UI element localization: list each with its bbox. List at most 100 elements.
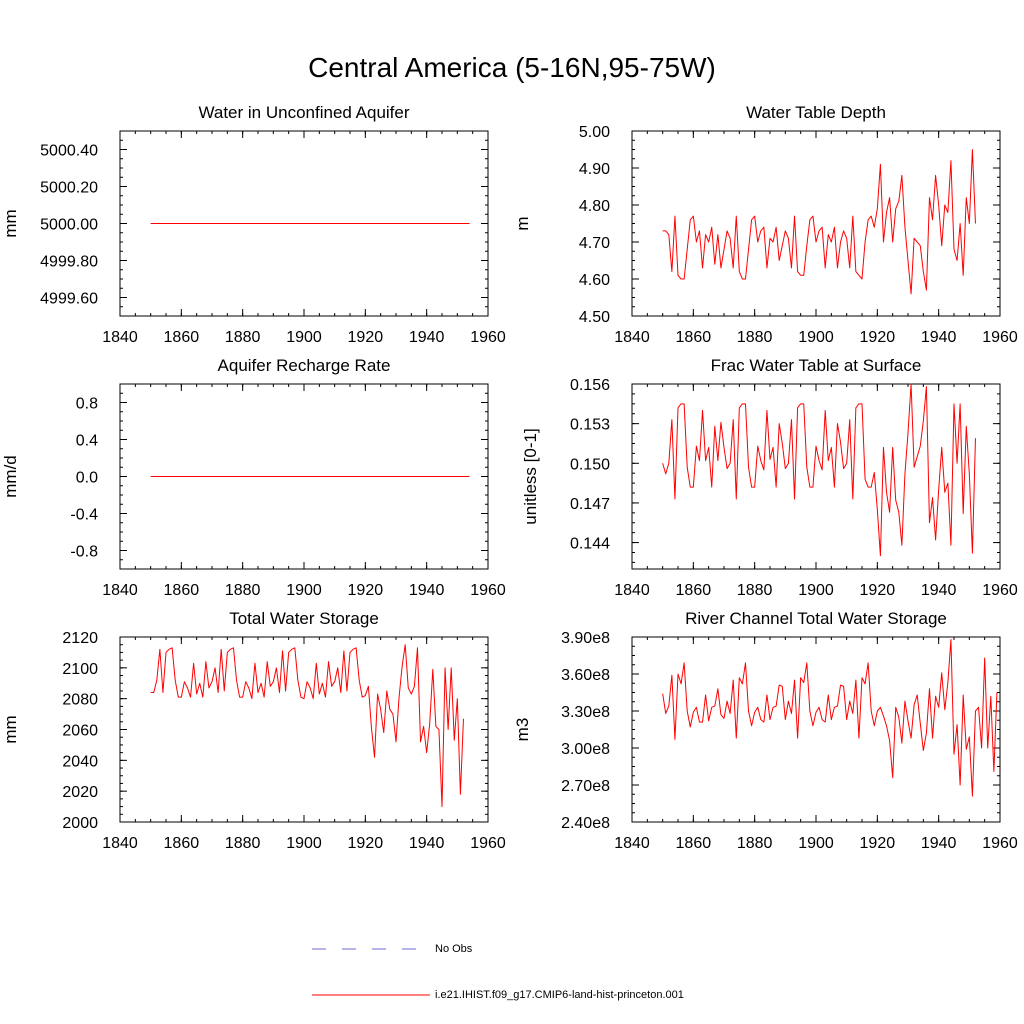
x-tick-label: 1840	[102, 582, 138, 599]
x-tick-label: 1860	[676, 835, 712, 852]
series-line	[150, 644, 464, 808]
x-tick-label: 1940	[921, 835, 957, 852]
x-tick-label: 1940	[921, 329, 957, 346]
x-tick-label: 1880	[737, 582, 773, 599]
x-tick-label: 1860	[676, 582, 712, 599]
y-tick-label: 0.156	[570, 377, 610, 394]
x-tick-label: 1900	[798, 329, 834, 346]
x-tick-label: 1880	[737, 835, 773, 852]
y-tick-label: 3.30e8	[561, 704, 610, 721]
y-tick-label: 4999.80	[40, 254, 98, 271]
x-tick-label: 1860	[164, 835, 200, 852]
y-axis-label: unitless [0-1]	[521, 428, 540, 524]
plot-frame	[631, 383, 1001, 570]
y-tick-label: 2.70e8	[561, 778, 610, 795]
y-tick-label: 2060	[62, 723, 98, 740]
x-tick-label: 1840	[614, 582, 650, 599]
x-tick-label: 1900	[286, 835, 322, 852]
y-tick-label: 0.150	[570, 456, 610, 473]
x-tick-label: 1960	[982, 329, 1018, 346]
y-tick-label: 4.80	[579, 198, 610, 215]
y-tick-label: 2040	[62, 753, 98, 770]
x-tick-label: 1960	[982, 835, 1018, 852]
y-tick-label: 4999.60	[40, 291, 98, 308]
y-axis-label: mm	[1, 715, 20, 743]
chart-title: Water Table Depth	[746, 103, 886, 122]
y-tick-label: 2080	[62, 692, 98, 709]
y-tick-label: 5.00	[579, 124, 610, 141]
plot-frame	[631, 636, 1001, 823]
y-tick-label: 5000.20	[40, 180, 98, 197]
x-tick-label: 1920	[348, 835, 384, 852]
y-tick-label: 0.144	[570, 536, 610, 553]
x-tick-label: 1840	[614, 835, 650, 852]
y-tick-label: 4.90	[579, 161, 610, 178]
x-tick-label: 1840	[614, 329, 650, 346]
x-tick-label: 1840	[102, 329, 138, 346]
x-tick-label: 1960	[470, 835, 506, 852]
chart-title: Total Water Storage	[229, 609, 379, 628]
chart-panel-2: 1840 1860 1880 1900 1920 1940 1960 -0.8 -0.4 0.0 0…	[1, 356, 506, 599]
y-tick-label: 3.60e8	[561, 667, 610, 684]
x-tick-label: 1860	[164, 582, 200, 599]
figure-title: Central America (5-16N,95-75W)	[308, 52, 716, 83]
y-tick-label: 5000.00	[40, 217, 98, 234]
y-tick-label: 3.00e8	[561, 741, 610, 758]
x-tick-label: 1900	[286, 582, 322, 599]
y-tick-label: 4.60	[579, 272, 610, 289]
chart-title: Frac Water Table at Surface	[711, 356, 922, 375]
x-tick-label: 1880	[225, 582, 261, 599]
chart-title: River Channel Total Water Storage	[685, 609, 947, 628]
chart-panel-5: 1840 1860 1880 1900 1920 1940 1960 2.40e8 2.70e8…	[513, 609, 1018, 852]
y-tick-label: 0.0	[76, 470, 98, 487]
chart-title: Water in Unconfined Aquifer	[198, 103, 409, 122]
x-tick-label: 1920	[860, 582, 896, 599]
y-tick-label: 3.90e8	[561, 630, 610, 647]
plot-frame	[119, 636, 489, 823]
chart-panel-0: 1840 1860 1880 1900 1920 1940 1960 4999.60 4999.…	[1, 103, 506, 346]
y-tick-label: 0.4	[76, 433, 98, 450]
x-tick-label: 1840	[102, 835, 138, 852]
x-tick-label: 1960	[470, 329, 506, 346]
y-tick-label: 2000	[62, 815, 98, 832]
series-line	[662, 383, 976, 557]
x-tick-label: 1920	[860, 835, 896, 852]
y-tick-label: -0.4	[70, 507, 98, 524]
y-tick-label: -0.8	[70, 544, 98, 561]
chart-panel-3: 1840 1860 1880 1900 1920 1940 1960 0.144 0.147 0.…	[521, 356, 1018, 599]
y-axis-label: m	[513, 216, 532, 230]
x-tick-label: 1920	[860, 329, 896, 346]
series-line	[662, 638, 998, 797]
x-tick-label: 1940	[409, 835, 445, 852]
y-tick-label: 5000.40	[40, 143, 98, 160]
y-tick-label: 2.40e8	[561, 815, 610, 832]
x-tick-label: 1940	[409, 329, 445, 346]
x-tick-label: 1940	[409, 582, 445, 599]
chart-panel-4: 1840 1860 1880 1900 1920 1940 1960 2000 2020 2040…	[1, 609, 506, 852]
plot-frame	[631, 130, 1001, 317]
x-tick-label: 1960	[982, 582, 1018, 599]
y-tick-label: 0.147	[570, 496, 610, 513]
chart-panel-1: 1840 1860 1880 1900 1920 1940 1960 4.50 4.60 4.70…	[513, 103, 1018, 346]
y-tick-label: 0.153	[570, 417, 610, 434]
x-tick-label: 1880	[225, 835, 261, 852]
x-tick-label: 1940	[921, 582, 957, 599]
y-tick-label: 2100	[62, 661, 98, 678]
x-tick-label: 1920	[348, 329, 384, 346]
x-tick-label: 1920	[348, 582, 384, 599]
y-tick-label: 0.8	[76, 396, 98, 413]
x-tick-label: 1960	[470, 582, 506, 599]
x-tick-label: 1880	[225, 329, 261, 346]
y-tick-label: 2120	[62, 630, 98, 647]
x-tick-label: 1900	[286, 329, 322, 346]
x-tick-label: 1880	[737, 329, 773, 346]
x-tick-label: 1900	[798, 582, 834, 599]
x-tick-label: 1860	[164, 329, 200, 346]
y-tick-label: 4.50	[579, 309, 610, 326]
series-line	[662, 149, 976, 295]
chart-title: Aquifer Recharge Rate	[218, 356, 391, 375]
y-tick-label: 4.70	[579, 235, 610, 252]
y-axis-label: mm/d	[1, 455, 20, 498]
y-axis-label: mm	[1, 209, 20, 237]
